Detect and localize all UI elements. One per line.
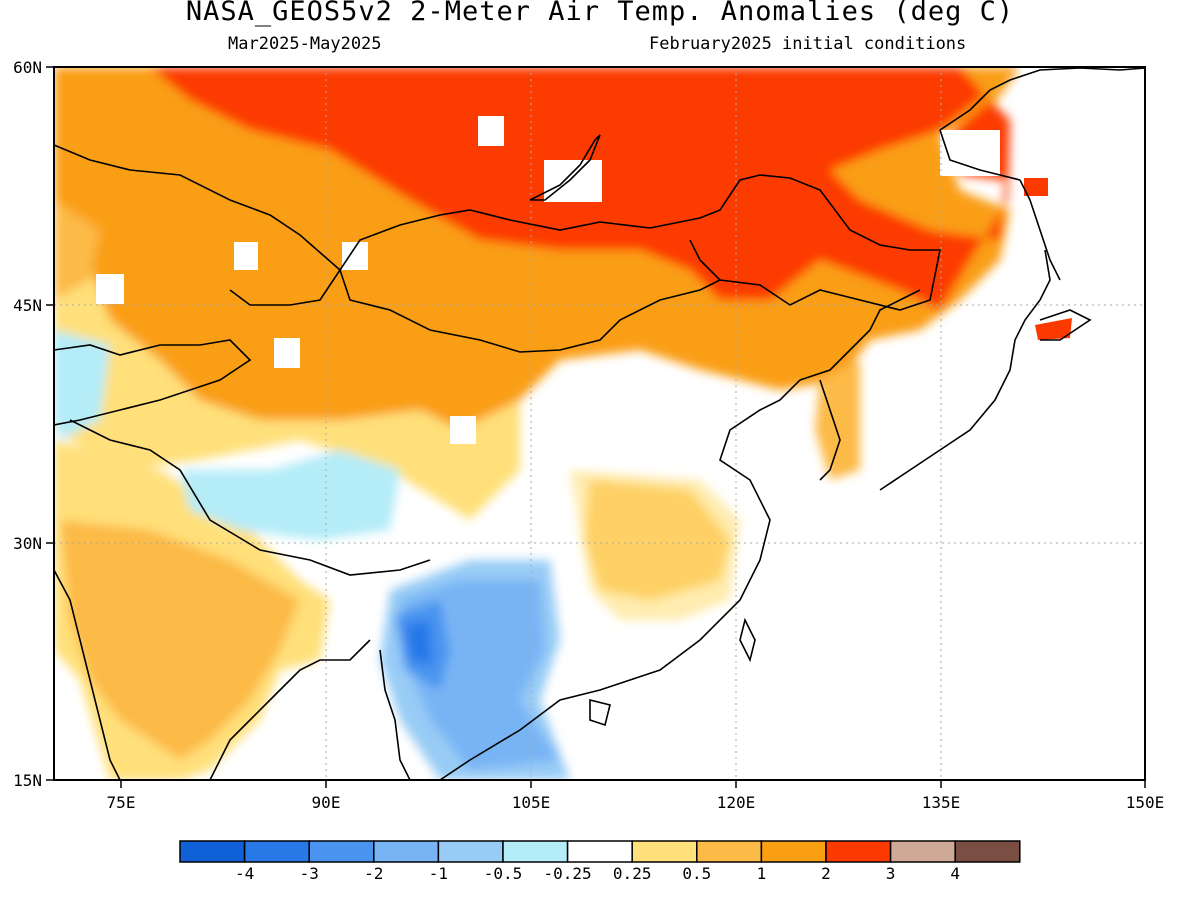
legend-label: 2 [821,864,831,883]
initial-conditions-subtitle: February2025 initial conditions [649,34,967,54]
legend-label: 3 [886,864,896,883]
period-subtitle: Mar2025-May2025 [228,34,382,54]
legend-label: 4 [950,864,960,883]
lon-label: 75E [107,793,136,812]
legend-colorbar [179,840,1021,863]
legend-color-box [566,840,633,863]
legend-color-box [631,840,698,863]
legend-label: -4 [235,864,254,883]
legend-label: 0.25 [613,864,652,883]
legend-color-box [437,840,504,863]
legend-label: -0.5 [484,864,523,883]
longitude-labels: 75E 90E 105E 120E 135E 150E [107,793,1165,812]
legend-labels: -4 -3 -2 -1 -0.5 -0.25 0.25 0.5 1 2 3 4 [235,864,960,883]
lon-label: 90E [312,793,341,812]
lat-label: 30N [13,534,42,553]
legend-color-box [825,840,892,863]
legend-label: -1 [429,864,448,883]
legend-label: 1 [757,864,767,883]
lon-label: 120E [717,793,756,812]
map-title: NASA_GEOS5v2 2-Meter Air Temp. Anomalies… [185,0,1015,27]
anomaly-shading [54,67,1145,780]
legend-color-box [179,840,246,863]
lat-label: 60N [13,58,42,77]
lon-label: 105E [512,793,551,812]
lon-label: 135E [922,793,961,812]
legend-color-box [502,840,569,863]
legend-color-box [889,840,956,863]
map-frame [53,66,1146,781]
latitude-labels: 60N 45N 30N 15N [13,58,42,790]
lon-label: 150E [1126,793,1165,812]
legend-label: -2 [364,864,383,883]
legend-label: -0.25 [544,864,592,883]
legend-color-box [308,840,375,863]
legend-color-box [696,840,763,863]
legend-color-box [760,840,827,863]
legend-color-box [954,840,1021,863]
axis-ticks [46,66,1146,788]
legend-color-box [243,840,310,863]
legend-color-box [373,840,440,863]
legend-label: 0.5 [682,864,711,883]
lat-label: 15N [13,771,42,790]
coastline-outlines [54,67,1145,780]
legend-label: -3 [300,864,319,883]
lat-label: 45N [13,296,42,315]
map-gridlines [54,67,1145,780]
